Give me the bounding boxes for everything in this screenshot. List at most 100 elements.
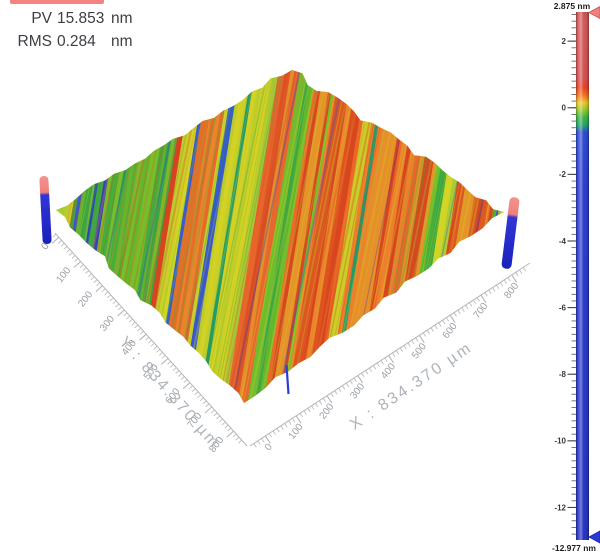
y-axis-tick [172,367,177,371]
x-axis-tick [469,302,473,307]
y-axis-tick [51,236,60,244]
x-axis-tick [280,425,284,430]
min-marker-arrow-icon[interactable] [588,530,600,544]
x-axis-tick [330,392,334,398]
y-axis-tick [213,412,218,417]
stats-panel: PV 15.853 nm RMS 0.284 nm [2,8,133,53]
x-axis-tick [349,380,353,385]
y-axis-tick [205,403,210,408]
colorbar-tick-label: -4 [559,237,567,246]
y-axis-tick [115,303,120,308]
y-axis-tick [156,349,161,353]
x-axis-tick [457,309,461,315]
x-axis-tick [496,284,500,289]
y-axis-tick-label: 300 [98,313,117,333]
x-axis-tick [519,269,523,274]
cropped-header-fragment [10,0,104,4]
y-axis-tick [232,433,237,438]
x-axis-tick [523,267,527,272]
y-axis-tick [126,315,131,320]
y-axis-tick [87,273,92,277]
colorbar-shading [576,12,589,540]
y-axis-tick [194,391,199,396]
y-axis-tick [221,421,226,426]
x-axis-tick-label: 600 [441,321,460,341]
y-axis-tick [128,318,133,323]
x-axis-tick [345,382,350,388]
x-axis-tick [276,428,280,433]
x-axis-tick [411,340,415,345]
rms-unit: nm [111,32,133,50]
y-axis-tick [167,361,172,365]
x-axis-tick [434,325,438,330]
colorbar-tick-label: -8 [559,370,567,379]
x-axis-tick-label: 0 [263,442,275,454]
y-axis-tick [148,339,152,344]
colorbar-tick-label: -2 [559,170,567,179]
left-corner-post [39,176,52,244]
y-axis-tick [150,342,155,347]
max-marker-arrow-icon[interactable] [588,6,600,19]
y-axis-tick [137,327,142,332]
y-axis-tick [63,246,68,250]
y-axis-tick [169,364,174,368]
x-axis-line [249,262,531,447]
y-axis-tick [183,379,188,383]
x-axis-tick [311,405,315,410]
y-axis-tick [210,409,215,414]
x-axis-tick [415,337,419,342]
x-axis-tick [284,423,288,428]
y-axis-tick-label: 0 [39,241,51,253]
x-axis-tick [369,367,373,372]
x-axis-tick [442,319,446,325]
y-axis-tick [224,424,229,429]
x-axis-tick [515,272,519,277]
x-axis-tick [307,408,311,413]
y-axis-tick [197,394,202,399]
x-axis-tick [318,400,323,405]
x-axis-tick [511,274,518,283]
x-axis-tick [334,390,338,395]
x-axis-tick-label: 100 [287,421,306,441]
x-axis-tick [288,420,292,425]
x-axis-tick [257,440,261,445]
min-point-spike [285,364,290,395]
x-axis-tick [361,372,365,378]
y-axis-tick [109,297,114,302]
x-axis-tick [488,289,492,294]
y-axis-tick [95,285,103,293]
y-axis-tick [93,279,98,283]
x-axis-tick [438,322,442,327]
y-axis-tick [188,385,193,389]
x-axis-tick [299,413,303,418]
x-axis-tick [372,365,376,370]
y-axis-tick [112,300,117,305]
x-axis-tick-label: 300 [348,381,367,401]
x-axis-tick [430,327,434,332]
y-axis-tick [178,373,182,377]
x-axis-tick [453,312,457,317]
pv-unit: nm [111,10,133,27]
colorbar-tick-label: -10 [554,437,566,446]
y-axis-tick [199,397,204,402]
x-axis-tick [480,294,487,303]
colorbar: 2 0 -2 -4 -6 -8 -10 -12 [554,6,600,544]
x-axis-tick [357,375,364,384]
y-axis-tick [160,357,169,365]
y-axis-tick [219,418,223,423]
y-axis-tick [131,321,136,326]
x-axis-tick [492,287,496,292]
y-axis-tick [175,370,180,374]
y-axis-tick [227,427,232,432]
y-axis-tick [68,252,73,256]
x-axis-tick [272,430,276,435]
y-axis-tick [158,352,163,356]
pv-stat: PV 15.853 nm [2,8,133,31]
y-axis-tick [107,294,111,299]
right-corner-post [501,197,520,269]
colorbar-tick-label: 0 [562,104,567,113]
x-axis-tick [407,342,411,347]
x-axis-tick-label: 500 [410,341,429,361]
